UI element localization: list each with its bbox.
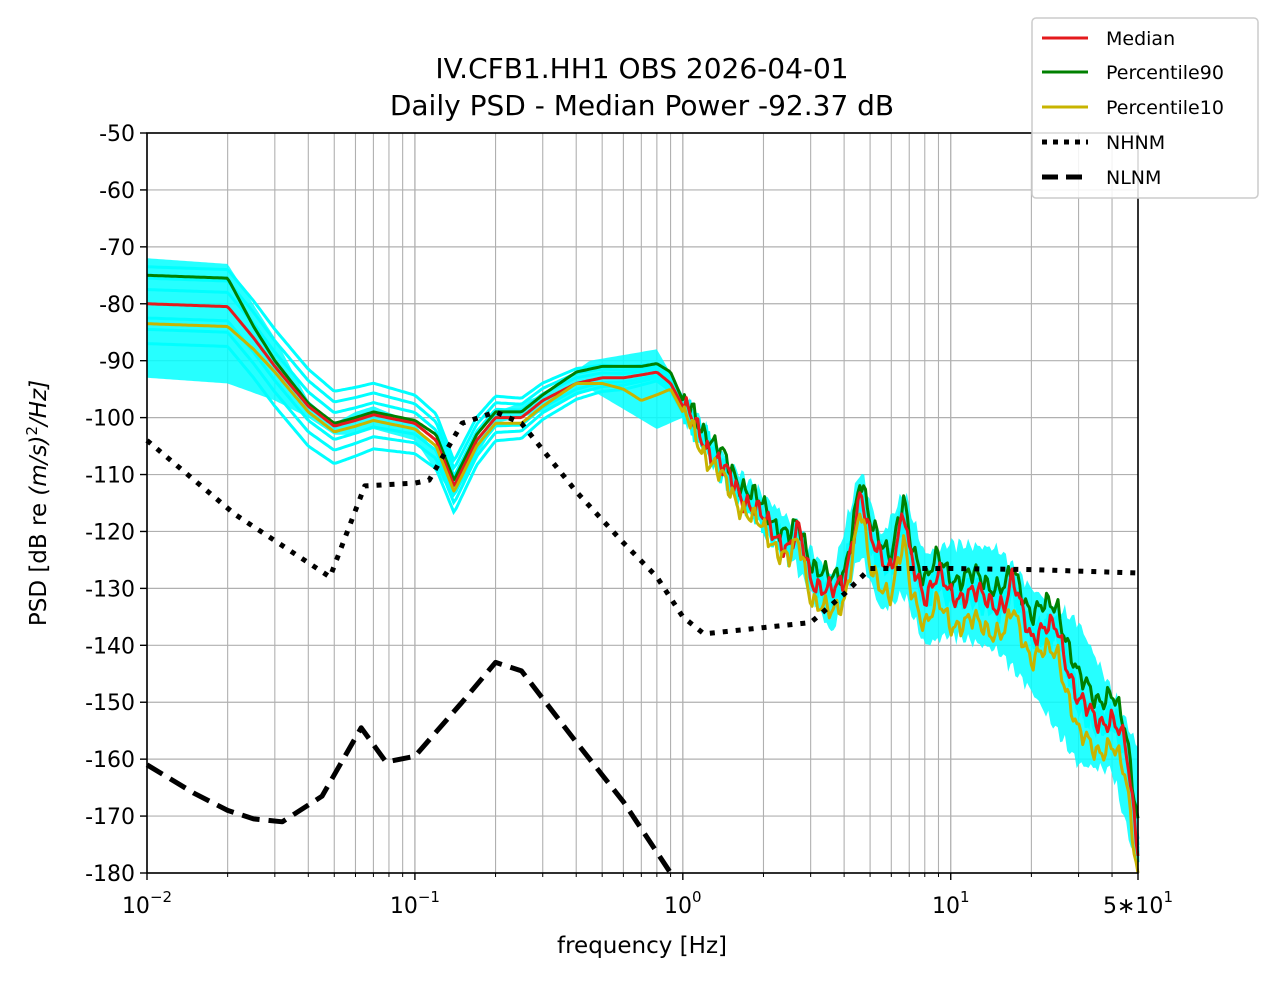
y-tick-label: -80 (99, 293, 135, 318)
legend-box (1031, 17, 1259, 199)
legend-label-p90: Percentile90 (1106, 62, 1224, 84)
legend-label-p10: Percentile10 (1106, 97, 1224, 119)
x-axis-ticks: 10−2 10−1 100 101 5∗101 (122, 873, 1173, 919)
y-tick-label: -160 (85, 748, 135, 773)
y-tick-label: -170 (85, 805, 135, 830)
y-axis-label-exp: 2 (23, 426, 41, 436)
legend-label-nlnm: NLNM (1106, 167, 1161, 189)
y-axis-label: PSD [dB re (m/s)2/Hz] (23, 380, 52, 626)
y-tick-label: -150 (85, 691, 135, 716)
y-axis-label-math: (m/s) (26, 435, 52, 495)
y-tick-label: -50 (99, 122, 135, 147)
y-tick-label: -120 (85, 520, 135, 545)
x-tick-label: 100 (664, 888, 702, 919)
legend-label-median: Median (1106, 28, 1175, 50)
y-tick-label: -70 (99, 236, 135, 261)
grid (146, 132, 1139, 874)
hourly-psd-curves (146, 258, 1140, 873)
series-percentile10 (146, 322, 1140, 874)
x-tick-label: 10−2 (122, 888, 172, 919)
y-axis-label-tail: /Hz] (26, 380, 52, 428)
y-tick-label: -60 (99, 179, 135, 204)
legend: Median Percentile90 Percentile10 NHNM NL… (1031, 17, 1259, 199)
y-tick-label: -130 (85, 577, 135, 602)
y-axis-label-main: PSD [dB re (26, 496, 52, 627)
series-median (147, 302, 1140, 857)
hourly-curve (146, 342, 1140, 853)
y-tick-label: -90 (99, 350, 135, 375)
chart-title: IV.CFB1.HH1 OBS 2026-04-01 (435, 52, 848, 85)
plot-frame (146, 132, 1139, 874)
y-tick-label: -180 (85, 862, 135, 887)
psd-series (145, 273, 1140, 875)
y-axis-ticks: -50 -60 -70 -80 -90 -100 -110 -120 -130 -140 -150 -… (85, 122, 147, 887)
x-tick-label: 5∗101 (1103, 888, 1173, 919)
y-tick-label: -100 (85, 407, 135, 432)
x-tick-label: 10−1 (390, 888, 440, 919)
chart-subtitle: Daily PSD - Median Power -92.37 dB (390, 89, 894, 122)
legend-label-nhnm: NHNM (1106, 132, 1165, 154)
x-tick-label: 101 (932, 888, 970, 919)
y-tick-label: -110 (85, 464, 135, 489)
series-nlnm (145, 659, 673, 875)
y-tick-label: -140 (85, 634, 135, 659)
series-percentile90 (146, 273, 1140, 819)
x-axis-label: frequency [Hz] (557, 933, 727, 959)
hourly-envelope (147, 258, 1138, 873)
